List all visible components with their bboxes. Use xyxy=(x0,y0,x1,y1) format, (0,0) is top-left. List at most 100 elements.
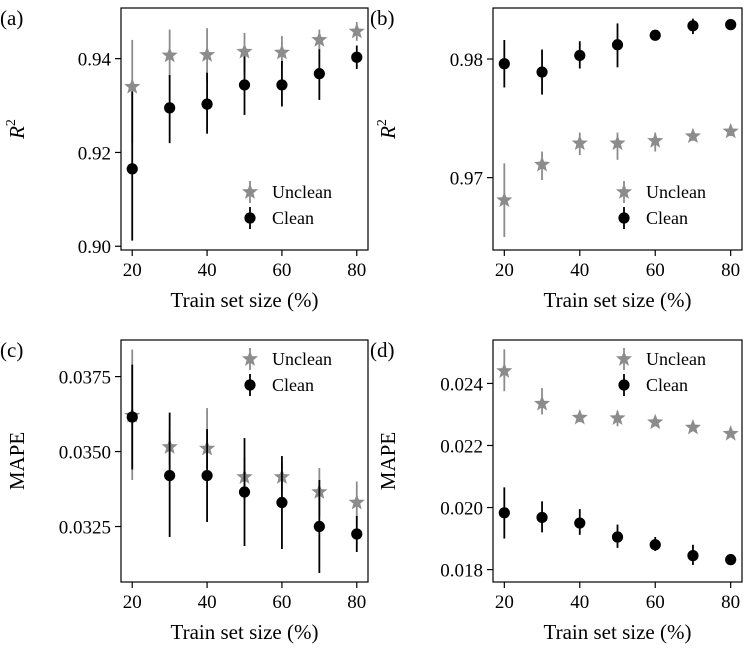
panel-label: (c) xyxy=(0,338,23,362)
y-axis-label: MAPE xyxy=(5,432,29,490)
panel-c: (c) 20 40 60 80 0.0325 0.0350 0.0375 Train set s… xyxy=(0,338,369,644)
series-unclean xyxy=(496,122,739,237)
data-point xyxy=(351,528,363,540)
series-clean xyxy=(498,487,737,566)
y-axis-label-base: R xyxy=(5,126,29,140)
legend-label: Clean xyxy=(646,208,688,228)
legend-label: Unclean xyxy=(646,349,706,369)
x-tick-label: 60 xyxy=(272,260,291,281)
x-tick-label: 80 xyxy=(347,592,366,613)
x-axis-label: Train set size (%) xyxy=(171,620,319,644)
data-point xyxy=(725,554,737,566)
data-point xyxy=(533,156,551,172)
data-point xyxy=(498,58,510,70)
y-tick-label: 0.92 xyxy=(78,143,111,164)
data-point xyxy=(276,496,288,509)
legend-marker xyxy=(615,183,633,199)
data-point xyxy=(496,362,513,378)
data-point xyxy=(725,19,737,31)
x-tick-label: 20 xyxy=(495,260,514,281)
data-point xyxy=(574,49,586,62)
y-axis-label-base: R xyxy=(376,126,400,140)
data-point xyxy=(236,43,253,59)
y-tick-label: 0.0350 xyxy=(59,443,111,464)
y-tick-label: 0.98 xyxy=(450,50,483,71)
data-point xyxy=(126,163,138,175)
x-tick-label: 40 xyxy=(570,260,589,281)
y-tick-label: 0.0325 xyxy=(59,518,111,539)
panel-label: (a) xyxy=(0,6,23,30)
legend-marker xyxy=(618,212,630,224)
x-tick-label: 40 xyxy=(570,592,589,613)
panel-d: (d) 20 40 60 80 0.018 0.020 0.022 0.024 Train set… xyxy=(370,338,743,644)
data-point xyxy=(609,134,626,151)
data-point xyxy=(201,469,213,482)
data-point xyxy=(649,29,661,41)
y-axis-label-superscript: 2 xyxy=(375,119,390,126)
y-tick-label: 0.94 xyxy=(78,50,112,71)
legend-marker xyxy=(241,350,259,366)
panel-label: (b) xyxy=(370,6,395,30)
legend-label: Unclean xyxy=(646,182,706,202)
y-axis-label: R2 xyxy=(4,119,29,140)
x-tick-label: 20 xyxy=(123,592,142,613)
data-point xyxy=(722,122,739,139)
x-tick-label: 20 xyxy=(123,260,142,281)
series-unclean xyxy=(496,349,739,441)
x-tick-label: 60 xyxy=(646,260,665,281)
panel-b: (b) 20 40 60 80 0.97 0.98 Train set size (%) R2 U… xyxy=(370,6,743,312)
x-axis-label: Train set size (%) xyxy=(544,288,692,312)
series-clean xyxy=(498,18,737,95)
panel-a: (a) 20 40 60 80 0.90 0.92 0.94 Train set size (%… xyxy=(0,6,369,312)
data-point xyxy=(722,425,739,441)
x-tick-label: 80 xyxy=(347,260,366,281)
legend-marker xyxy=(618,379,630,391)
x-axis-label: Train set size (%) xyxy=(544,620,692,644)
x-tick-label: 80 xyxy=(721,260,740,281)
data-point xyxy=(684,127,702,143)
data-point xyxy=(313,520,325,533)
legend: Unclean Clean xyxy=(241,348,332,396)
data-point xyxy=(647,413,664,430)
legend-label: Clean xyxy=(272,375,314,395)
x-tick-label: 40 xyxy=(198,260,217,281)
data-point xyxy=(609,409,626,426)
y-tick-label: 0.020 xyxy=(440,499,483,520)
x-tick-label: 80 xyxy=(721,592,740,613)
data-point xyxy=(126,411,138,423)
x-tick-label: 40 xyxy=(198,592,217,613)
data-point xyxy=(164,102,176,114)
y-axis-label: MAPE xyxy=(376,432,400,490)
legend-label: Unclean xyxy=(272,182,332,202)
data-point xyxy=(496,191,513,208)
x-axis-label: Train set size (%) xyxy=(171,288,319,312)
y-axis-label-superscript: 2 xyxy=(4,119,19,126)
data-point xyxy=(311,31,328,47)
axes-frame xyxy=(120,7,369,251)
y-tick-label: 0.0375 xyxy=(59,368,111,389)
data-point xyxy=(124,78,141,94)
y-tick-label: 0.90 xyxy=(78,237,111,258)
data-point xyxy=(649,539,661,551)
data-point xyxy=(571,134,588,151)
axes-frame xyxy=(492,339,743,583)
data-point xyxy=(687,20,699,32)
data-point xyxy=(611,39,624,51)
data-point xyxy=(348,494,365,510)
data-point xyxy=(164,469,176,482)
axes-frame xyxy=(120,339,369,583)
data-point xyxy=(198,46,216,62)
data-point xyxy=(647,132,664,148)
legend: Unclean Clean xyxy=(615,348,706,396)
axes-frame xyxy=(492,7,743,251)
data-point xyxy=(276,79,288,91)
data-point xyxy=(161,46,178,63)
data-point xyxy=(498,507,510,519)
legend-label: Clean xyxy=(272,208,314,228)
legend: Unclean Clean xyxy=(615,181,706,229)
data-point xyxy=(273,44,291,60)
data-point xyxy=(611,531,624,543)
data-point xyxy=(574,517,586,529)
data-point xyxy=(684,418,702,435)
